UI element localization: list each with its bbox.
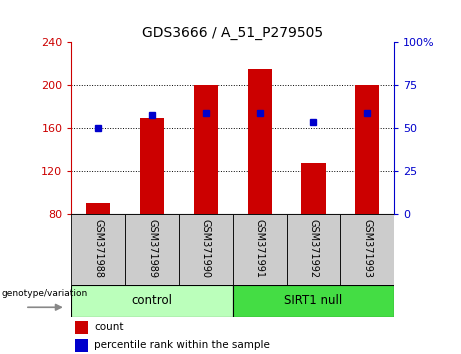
Bar [287,214,340,285]
Bar [71,285,233,317]
Bar [75,339,88,352]
Bar [340,214,394,285]
Text: SIRT1 null: SIRT1 null [284,295,343,307]
Bar [86,204,111,214]
Bar [233,214,287,285]
Bar [71,214,125,285]
Text: GSM371991: GSM371991 [254,219,265,278]
Text: control: control [132,295,172,307]
Text: GSM371993: GSM371993 [362,219,372,278]
Text: GSM371990: GSM371990 [201,219,211,278]
Bar [125,214,179,285]
Text: GSM371988: GSM371988 [93,219,103,278]
Text: GSM371992: GSM371992 [308,218,319,278]
Bar [194,85,218,214]
Bar [140,118,164,214]
Text: count: count [94,322,124,332]
Text: GSM371989: GSM371989 [147,219,157,278]
Bar [355,85,379,214]
Text: genotype/variation: genotype/variation [1,289,88,298]
Title: GDS3666 / A_51_P279505: GDS3666 / A_51_P279505 [142,26,323,40]
Text: percentile rank within the sample: percentile rank within the sample [94,341,270,350]
Bar [179,214,233,285]
Bar [248,69,272,214]
Bar [233,285,394,317]
Bar [75,321,88,333]
Bar [301,163,325,214]
